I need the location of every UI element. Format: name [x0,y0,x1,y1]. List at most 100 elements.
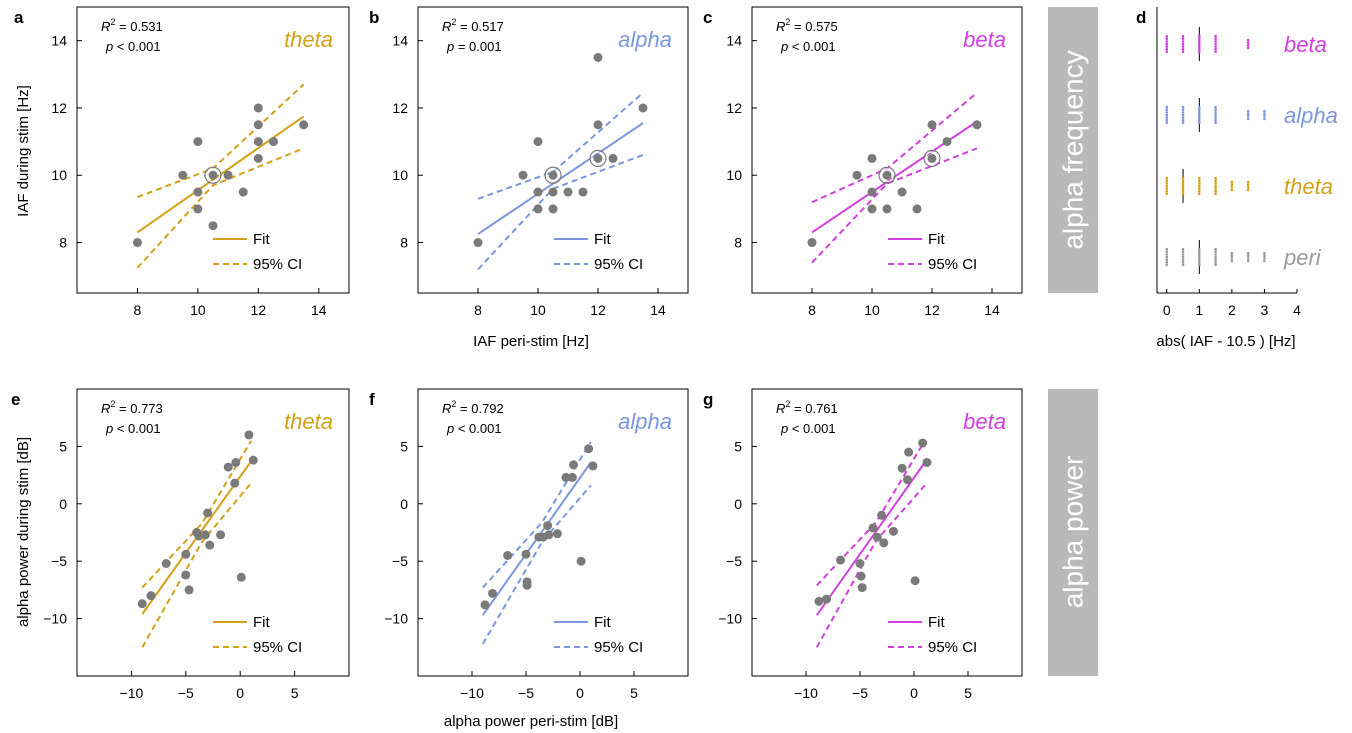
strip-dot [1230,259,1234,263]
strip-dot [1198,255,1201,259]
strip-dot [1165,42,1169,46]
data-point [299,120,309,130]
r-squared-text: R2 = 0.773 [101,399,163,416]
legend-ci-label: 95% CI [928,256,977,273]
strip-dot [1181,47,1185,51]
row-label: alpha [1284,103,1338,128]
y-tick-label: 5 [59,438,67,454]
strip-dot [1214,192,1217,196]
data-point [852,170,862,180]
row-label: beta [1284,32,1327,57]
strip-dot [1263,115,1266,118]
panel-e: −10 −5 0 5 −10 −5 0 5 R2 = 0.773 p < 0.001 theta Fi… [43,388,350,701]
data-point [897,187,907,197]
ci-upper-line [137,83,305,199]
data-point [146,591,156,601]
panel-letter-d: d [1136,8,1146,27]
strip-dot [1263,257,1266,260]
data-point [567,472,577,482]
strip-dot [1181,189,1185,193]
data-point [244,430,254,440]
strip-dot [1198,247,1201,251]
x-tick-label: 8 [134,302,142,318]
panel-a: 8 10 12 14 8 10 12 14 R2 = 0.531 p < 0.001 theta Fi… [51,6,350,318]
data-point [822,594,832,604]
strip-dot [1214,111,1217,114]
strip-dot [1165,105,1169,109]
data-point [533,204,543,214]
overlap-ring-inner [925,151,939,166]
strip-dot [1181,108,1185,112]
overlap-ring [923,149,941,168]
strip-dot [1181,250,1185,254]
strip-dot [1181,45,1185,48]
strip-dot [1198,250,1201,254]
strip-dot [1198,121,1201,125]
strip-dot [1198,258,1201,261]
data-point [897,463,907,473]
data-point [867,204,877,214]
data-point [877,510,887,520]
strip-dot [1198,263,1201,267]
data-point [904,447,914,457]
data-point [856,571,866,581]
p-value-text: p < 0.001 [105,39,161,54]
x-tick-label: 14 [650,302,666,318]
strip-dot [1181,255,1185,259]
data-point [922,457,932,467]
strip-dot [1246,188,1250,192]
strip-dot [1246,251,1250,255]
y-tick-label: 14 [726,33,742,49]
strip-dot [1181,50,1185,54]
strip-dot [1198,45,1201,48]
ci-upper-line [477,92,644,200]
data-point [181,549,191,559]
panel-d-x-axis-label: abs( IAF - 10.5 ) [Hz] [1156,333,1295,350]
y-tick-label: 10 [392,167,408,183]
data-point [857,583,867,593]
strip-dot [1214,187,1217,190]
x-tick-label: 5 [964,685,972,701]
strip-dot [1246,112,1250,115]
strip-dot [1198,184,1201,188]
strip-dot [1181,263,1185,267]
data-point [253,153,263,163]
x-tick-label: 2 [1228,302,1236,318]
x-tick-label: −10 [120,685,144,701]
data-point [533,187,543,197]
data-point [552,529,562,539]
data-point [193,204,203,214]
strip-dot [1214,118,1217,122]
data-point [216,530,226,540]
strip-dot [1198,118,1201,122]
data-point [473,238,483,248]
data-point [223,170,233,180]
strip-dot [1263,251,1266,255]
data-point [903,475,913,485]
data-point [231,457,241,467]
data-point [181,570,191,580]
panel-letter-f: f [369,390,375,409]
r-squared-text: R2 = 0.575 [776,17,838,34]
overlap-ring [544,166,562,184]
condition-label: theta [284,27,333,52]
data-point [879,538,889,548]
strip-dot [1214,34,1217,38]
strip-dot [1198,105,1201,109]
strip-dot [1214,47,1217,51]
panel-b: 8 10 12 14 8 10 12 14 R2 = 0.517 p = 0.001 alpha Fi… [392,6,689,318]
strip-dot [1214,260,1217,264]
x-tick-label: 5 [630,685,638,701]
data-point [544,530,554,540]
data-point [807,238,817,248]
strip-dot [1214,263,1217,267]
legend-fit-label: Fit [928,231,945,248]
data-point [882,204,892,214]
data-point [867,153,877,163]
strip-dot [1181,121,1185,125]
data-point [918,438,928,448]
data-point [569,460,579,470]
ci-upper-line [816,440,926,586]
strip-dot [1198,260,1201,264]
data-point [882,170,892,180]
